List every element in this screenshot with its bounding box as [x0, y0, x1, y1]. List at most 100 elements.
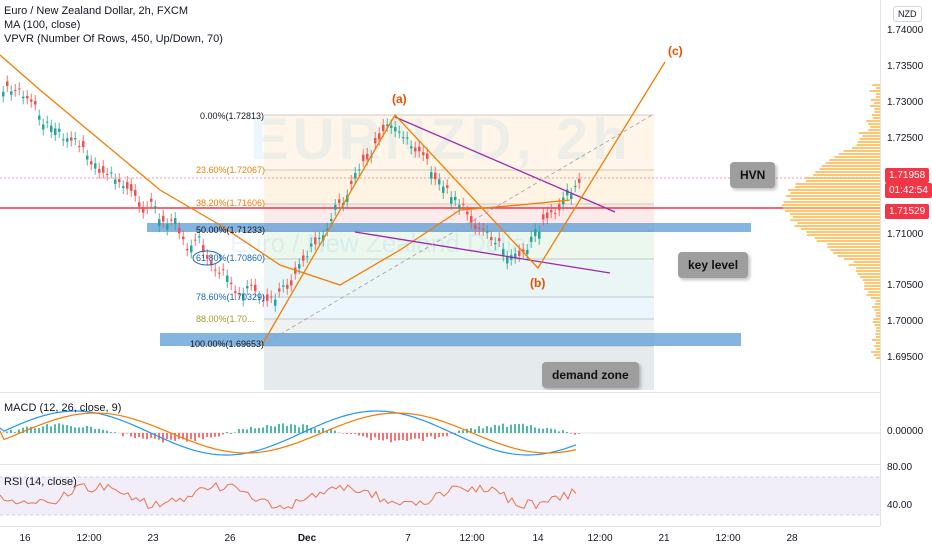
candle-body [74, 138, 77, 139]
candle-body [146, 207, 149, 208]
fib-band [264, 259, 654, 297]
candle-body [286, 285, 289, 289]
time-label: 26 [224, 533, 235, 544]
price-tick: 1.70000 [887, 316, 923, 327]
macd-histogram-bar [54, 424, 56, 433]
fib-label-88: 88.00%(1.70... [196, 314, 255, 324]
candle-body [318, 238, 321, 239]
candle-body [310, 244, 313, 247]
wave-a-label: (a) [392, 92, 407, 106]
price-tick: 1.71000 [887, 229, 923, 240]
price-chart[interactable] [0, 0, 880, 390]
macd-histogram-bar [282, 423, 284, 433]
macd-histogram-bar [110, 432, 112, 433]
candle-body [558, 204, 561, 210]
candle-body [158, 219, 161, 226]
candle-body [34, 101, 37, 104]
time-axis[interactable]: 16 12:00 23 26 Dec 7 12:00 14 12:00 21 1… [0, 526, 880, 551]
candle-body [526, 250, 529, 254]
macd-chart[interactable] [0, 393, 880, 463]
candle-body [22, 97, 25, 99]
macd-histogram-bar [314, 428, 316, 433]
macd-histogram-bar [478, 426, 480, 433]
fib-label-0: 0.00%(1.72813) [200, 111, 264, 121]
candle-body [122, 186, 125, 188]
candle-body [254, 285, 257, 291]
macd-histogram-bar [334, 431, 336, 433]
candle-body [454, 197, 457, 200]
candle-body [430, 172, 433, 178]
macd-histogram-bar [202, 433, 204, 439]
candle-body [182, 237, 185, 239]
time-label: 23 [147, 533, 158, 544]
macd-pane[interactable]: MACD (12, 26, close, 9) [0, 392, 880, 463]
time-label: 28 [786, 533, 797, 544]
candle-body [250, 285, 253, 286]
candle-body [126, 182, 129, 189]
rsi-legend[interactable]: RSI (14, close) [4, 475, 77, 489]
macd-histogram-bar [66, 425, 68, 433]
rsi-pane[interactable]: RSI (14, close) [0, 464, 880, 527]
symbol-legend[interactable]: Euro / New Zealand Dollar, 2h, FXCM MA (… [4, 4, 223, 46]
candle-body [154, 206, 157, 207]
ma-legend[interactable]: MA (100, close) [4, 18, 223, 32]
macd-histogram-bar [138, 433, 140, 437]
candle-body [338, 199, 341, 203]
rsi-chart[interactable] [0, 465, 880, 527]
candle-body [478, 228, 481, 229]
macd-histogram-bar [106, 431, 108, 433]
macd-histogram-bar [378, 433, 380, 440]
time-label: 12:00 [715, 533, 740, 544]
candle-body [554, 213, 557, 214]
currency-button[interactable]: NZD [893, 6, 922, 22]
macd-histogram-bar [250, 427, 252, 433]
macd-histogram-bar [318, 430, 320, 433]
macd-histogram-bar [414, 433, 416, 439]
candle-body [530, 237, 533, 242]
candle-body [190, 246, 193, 253]
demand-zone-callout: demand zone [542, 362, 639, 388]
candle-body [438, 179, 441, 184]
candle-body [138, 202, 141, 206]
symbol-title[interactable]: Euro / New Zealand Dollar, 2h, FXCM [4, 4, 223, 18]
candle-body [330, 219, 333, 221]
fib-band [264, 297, 654, 319]
macd-histogram-bar [346, 433, 348, 434]
macd-histogram-bar [234, 432, 236, 433]
price-tick: 1.73000 [887, 97, 923, 108]
macd-histogram-bar [14, 432, 16, 433]
candle-body [274, 300, 277, 306]
wave-c-label: (c) [668, 44, 683, 58]
candle-body [538, 232, 541, 239]
candle-body [490, 237, 493, 240]
hvn-callout: HVN [730, 162, 775, 188]
candle-body [82, 141, 85, 147]
candle-body [298, 264, 301, 268]
main-chart-pane[interactable]: EURNZD, 2h Euro / New Zealand Dollar Eur… [0, 0, 880, 390]
candle-body [378, 133, 381, 139]
macd-legend[interactable]: MACD (12, 26, close, 9) [4, 401, 121, 415]
price-scale[interactable]: NZD 1.74000 1.73500 1.73000 1.72500 1.71… [880, 0, 932, 526]
volume-profile [782, 85, 880, 358]
macd-histogram-bar [10, 430, 12, 433]
macd-histogram-bar [134, 433, 136, 438]
macd-histogram-bar [130, 433, 132, 436]
candle-body [66, 138, 69, 141]
candle-body [390, 125, 393, 127]
time-label: 12:00 [76, 533, 101, 544]
macd-histogram-bar [122, 433, 124, 436]
macd-histogram-bar [510, 425, 512, 433]
macd-histogram-bar [506, 427, 508, 433]
candle-body [474, 225, 477, 229]
vpvr-legend[interactable]: VPVR (Number Of Rows, 450, Up/Down, 70) [4, 32, 223, 46]
candle-body [358, 169, 361, 170]
macd-histogram-bar [458, 431, 460, 433]
macd-histogram-bar [358, 433, 360, 436]
macd-histogram-bar [238, 429, 240, 433]
macd-histogram-bar [430, 433, 432, 436]
fib-band [264, 115, 654, 170]
candle-body [42, 125, 45, 130]
fib-label-382: 38.20%(1.71606) [196, 198, 265, 208]
macd-histogram-bar [406, 433, 408, 441]
candle-body [442, 187, 445, 193]
